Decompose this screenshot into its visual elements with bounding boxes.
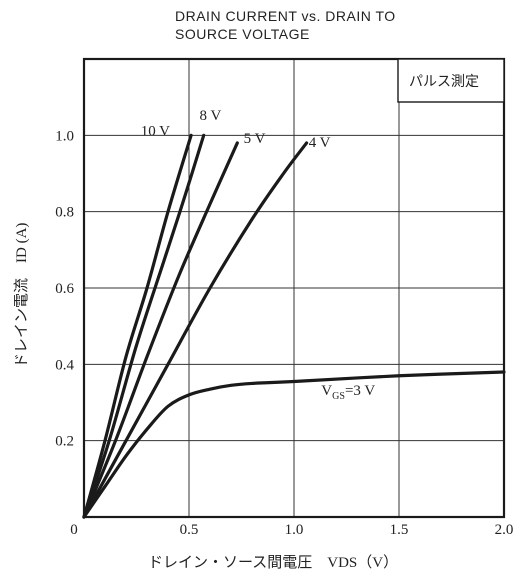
x-tick-label: 0: [70, 522, 78, 538]
x-tick-label: 2.0: [495, 522, 514, 538]
curves: [82, 133, 506, 519]
y-tick-label: 0.2: [55, 434, 74, 450]
series-line: [82, 370, 506, 519]
series-label: 5 V: [244, 131, 266, 147]
x-tick-label: 0.5: [180, 522, 199, 538]
series-label: 4 V: [309, 135, 331, 151]
series-label: 8 V: [200, 108, 222, 124]
series-label: 10 V: [141, 123, 170, 139]
y-tick-label: 0.8: [55, 205, 74, 221]
chart-title-line-1: DRAIN CURRENT vs. DRAIN TO: [175, 8, 396, 24]
x-axis-label: ドレイン・ソース間電圧 VDS（V）: [148, 554, 398, 571]
y-tick-label: 0.4: [55, 357, 74, 373]
series-line: [82, 141, 309, 519]
note-box-label: パルス測定: [409, 74, 479, 90]
x-tick-label: 1.5: [390, 522, 409, 538]
series-line: [82, 133, 206, 519]
series-label: VGS=3 V: [321, 383, 375, 402]
note-box: パルス測定: [397, 58, 505, 103]
y-tick-label: 1.0: [55, 128, 74, 144]
ticks: 0 0.5 1.0 1.5 2.0 0.2 0.4 0.6 0.8 1.0: [55, 128, 513, 538]
curve-labels: 10 V 8 V 5 V 4 V VGS=3 V: [141, 108, 376, 402]
chart-title-line-2: SOURCE VOLTAGE: [175, 26, 310, 42]
series-line: [82, 133, 193, 519]
plot-frame: [82, 57, 506, 519]
y-tick-label: 0.6: [55, 281, 74, 297]
y-axis-label: ドレイン電流 ID (A): [13, 223, 30, 368]
series-line: [82, 141, 239, 519]
x-tick-label: 1.0: [285, 522, 304, 538]
